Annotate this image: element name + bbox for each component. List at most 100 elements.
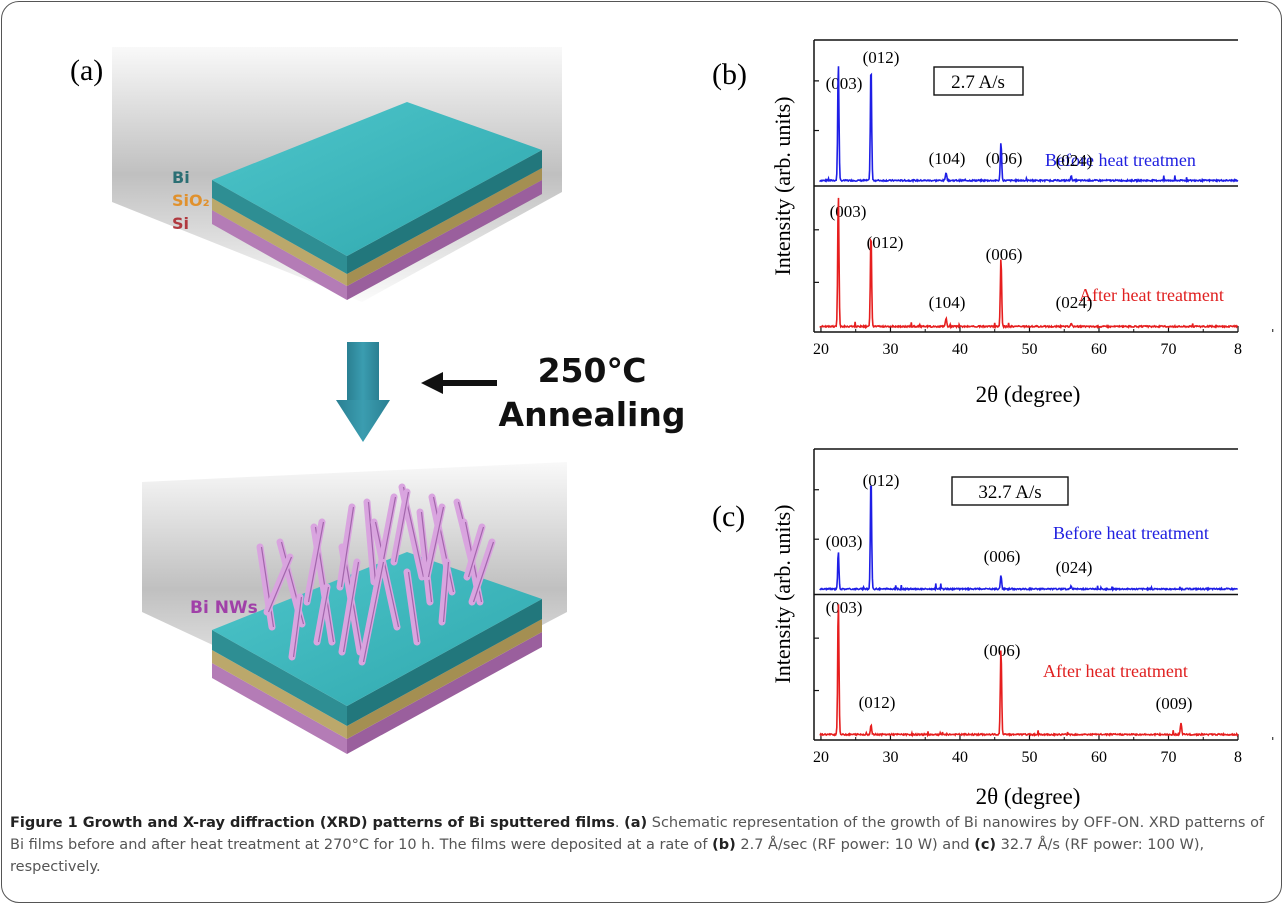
x-tick-label: 70 <box>1160 749 1176 766</box>
caption-ref-a: (a) <box>624 815 648 831</box>
panel-b-label: (b) <box>712 58 747 91</box>
x-tick-label: 40 <box>952 341 968 358</box>
nanowire <box>338 558 361 656</box>
bi-layer-front <box>212 180 347 274</box>
x-tick-label: 8 <box>1234 749 1242 766</box>
nanowire-edge <box>427 506 445 578</box>
nanowire-edge <box>307 521 325 603</box>
panel-b: (b) Intensity (arb. units) 2θ (degree) 2… <box>712 39 1274 407</box>
rate-label-c: 32.7 A/s <box>978 482 1041 503</box>
panel-c: (c) Intensity (arb. units) 2θ (degree) 3… <box>712 448 1274 809</box>
peak-label: (012) <box>863 471 900 490</box>
peak-label: (012) <box>867 233 904 252</box>
panel-b-ylabel: Intensity (arb. units) <box>770 96 795 275</box>
peak-labels-b: (003) (012) (104) (006) (024) (003) (012… <box>826 48 1093 312</box>
peak-label: (009) <box>1156 694 1193 713</box>
peak-label: (003) <box>826 532 863 551</box>
nanowire-edge <box>292 596 303 658</box>
panel-a: (a) Bi SiO₂ Si 250℃ <box>70 47 685 754</box>
nanowire <box>313 583 331 646</box>
panel-c-ylabel: Intensity (arb. units) <box>770 504 795 683</box>
peak-label: (006) <box>986 149 1023 168</box>
panel-b-xlabel: 2θ (degree) <box>976 382 1081 407</box>
peak-label: (003) <box>826 74 863 93</box>
sio2-layer-front-2 <box>212 650 347 739</box>
nanowire-edge <box>432 496 455 593</box>
peak-label: (006) <box>984 641 1021 660</box>
bi-layer-top <box>212 102 542 256</box>
series-before-line <box>819 66 1239 184</box>
nanowire-edge <box>420 511 433 603</box>
series-before-line <box>819 485 1238 593</box>
layer-labels: Bi SiO₂ Si <box>172 168 210 233</box>
nanowire-edge <box>407 571 420 643</box>
bi-layer-side <box>347 150 542 274</box>
nanowire <box>416 508 434 606</box>
x-tick-label: 50 <box>1021 749 1037 766</box>
before-label-c: Before heat treatment <box>1053 523 1209 543</box>
x-tick-label: 40 <box>952 749 968 766</box>
nanowire-edge <box>367 501 377 583</box>
caption-title: Figure 1 Growth and X-ray diffraction (X… <box>10 815 615 831</box>
nanowire-edge <box>342 561 360 653</box>
nanowire <box>336 503 356 591</box>
bi-nws-label: Bi NWs <box>190 598 258 618</box>
down-arrow-icon <box>336 342 390 442</box>
bi-layer-side-2 <box>347 599 542 726</box>
nanowire-edge <box>362 561 385 663</box>
anneal-temperature: 250℃ <box>538 351 647 390</box>
layer-label-si: Si <box>172 214 189 233</box>
bi-nanowires <box>256 483 496 666</box>
before-label-b: Before heat treatmen <box>1045 150 1196 170</box>
nanowire <box>463 523 486 581</box>
layer-label-sio2: SiO₂ <box>172 191 210 210</box>
nanowire <box>390 488 411 566</box>
left-arrow-icon <box>421 372 497 394</box>
caption-text-3: 32.7 Å/s (RF power: 100 W), respectively… <box>10 837 1205 875</box>
peak-labels-c: (003) (012) (006) (024) (003) (012) (006… <box>826 471 1193 713</box>
peak-label: (006) <box>986 245 1023 264</box>
nanowire <box>403 568 421 646</box>
caption-text-1: Schematic representation of the growth o… <box>10 815 1265 853</box>
series-after-line <box>819 197 1239 330</box>
figure-caption: Figure 1 Growth and X-ray diffraction (X… <box>10 812 1272 878</box>
peak-label: (003) <box>826 598 863 617</box>
series-after-line <box>819 604 1239 738</box>
sio2-layer-side-2 <box>347 619 542 739</box>
x-tick-label: 50 <box>1021 341 1037 358</box>
bi-layer-top-2 <box>212 552 542 706</box>
peak-label: (024) <box>1056 151 1093 170</box>
rate-box-b: 2.7 A/s <box>933 66 1024 96</box>
panel-a-label: (a) <box>70 54 103 87</box>
peak-label: (012) <box>859 693 896 712</box>
rate-box-c: 32.7 A/s <box>951 476 1069 506</box>
nanowire <box>363 498 378 586</box>
peak-label: (104) <box>929 293 966 312</box>
rate-label-b: 2.7 A/s <box>951 72 1005 93</box>
sio2-layer-front <box>212 198 347 286</box>
panel-c-xlabel: 2θ (degree) <box>976 784 1081 809</box>
nanowire-edge <box>267 556 293 613</box>
nanowire <box>370 518 401 631</box>
nanowire-edge <box>467 526 485 578</box>
nanowire <box>423 503 446 581</box>
nanowire-edge <box>260 546 275 628</box>
nanowire <box>303 518 326 606</box>
si-layer-front-2 <box>212 663 347 754</box>
nanowire <box>468 538 496 606</box>
after-label-c: After heat treatment <box>1043 661 1188 681</box>
bi-layer-front-2 <box>212 630 347 726</box>
peak-label: (003) <box>830 202 867 221</box>
layer-label-bi: Bi <box>172 168 190 187</box>
nanowire-edge <box>472 541 495 603</box>
x-tick-label: 60 <box>1091 341 1107 358</box>
anneal-text: Annealing <box>499 395 686 434</box>
x-tick-label: 30 <box>882 749 898 766</box>
caption-sep: . <box>614 815 625 831</box>
caption-text-2: 2.7 Å/sec (RF power: 10 W) and <box>735 837 975 853</box>
nanowire <box>288 593 304 661</box>
nanowire-edge <box>374 521 400 628</box>
nanowire-edge <box>317 586 330 643</box>
nanowire <box>438 558 451 626</box>
